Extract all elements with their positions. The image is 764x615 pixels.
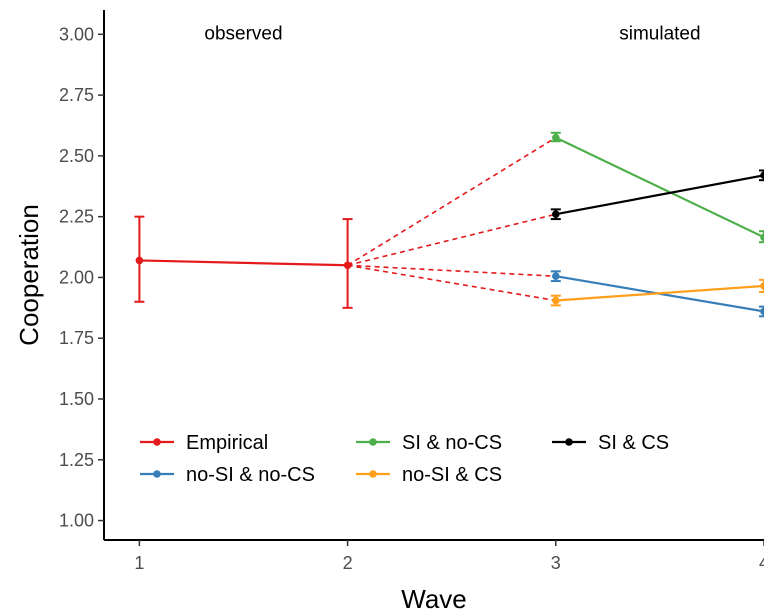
data-point xyxy=(551,272,560,281)
y-tick-label: 2.00 xyxy=(59,267,94,287)
x-tick-label: 3 xyxy=(551,553,561,573)
legend-label: SI & CS xyxy=(598,432,669,454)
y-tick-label: 2.25 xyxy=(59,207,94,227)
y-tick-label: 1.25 xyxy=(59,450,94,470)
data-point xyxy=(760,307,764,316)
axes: 1.00 1.25 1.50 1.75 2.00 2.25 2.50 2.75 3.00 1 2 3… xyxy=(59,10,764,573)
legend-key-point xyxy=(369,438,377,446)
dashed-connector xyxy=(347,264,556,302)
x-tick-label: 2 xyxy=(343,553,353,573)
x-tick-label: 1 xyxy=(134,553,144,573)
y-tick-label: 1.75 xyxy=(59,328,94,348)
dashed-connectors xyxy=(347,136,557,302)
legend-key-point xyxy=(565,438,573,446)
data-point xyxy=(760,171,764,180)
data-point xyxy=(551,133,560,142)
legend-item: SI & no-CS xyxy=(356,432,502,454)
legend-label: SI & no-CS xyxy=(402,432,502,454)
dashed-connector xyxy=(347,213,556,267)
legend-item: no-SI & no-CS xyxy=(140,464,315,486)
y-tick-label: 2.50 xyxy=(59,146,94,166)
y-ticks: 1.00 1.25 1.50 1.75 2.00 2.25 2.50 2.75 3.00 xyxy=(59,24,104,531)
series-line xyxy=(555,136,764,239)
legend-label: Empirical xyxy=(186,432,268,454)
series-group xyxy=(550,169,764,221)
data-point xyxy=(760,233,764,242)
series-group xyxy=(134,215,353,309)
series-line xyxy=(555,174,764,216)
y-tick-label: 3.00 xyxy=(59,24,94,44)
data-point xyxy=(551,296,560,305)
dashed-connector xyxy=(347,264,556,278)
series-group xyxy=(550,131,764,244)
y-tick-label: 2.75 xyxy=(59,85,94,105)
data-point xyxy=(760,282,764,290)
legend-key-point xyxy=(369,470,377,478)
legend: Empirical no-SI & no-CS SI & no-CS no-SI & … xyxy=(140,432,669,486)
y-axis-title: Cooperation xyxy=(14,204,44,346)
dashed-connector xyxy=(347,136,557,266)
legend-item: no-SI & CS xyxy=(356,464,502,486)
x-ticks: 1 2 3 4 xyxy=(134,540,764,573)
y-tick-label: 1.50 xyxy=(59,389,94,409)
x-axis-title: Wave xyxy=(401,584,467,614)
series-group xyxy=(550,278,764,307)
series-line xyxy=(555,284,764,302)
legend-key-point xyxy=(153,470,161,478)
series-line xyxy=(139,259,348,267)
annotations: observed simulated xyxy=(204,23,700,44)
data-point xyxy=(551,210,560,219)
x-tick-label: 4 xyxy=(759,553,764,573)
y-tick-label: 1.00 xyxy=(59,511,94,531)
annotation-label: simulated xyxy=(619,23,700,44)
legend-label: no-SI & CS xyxy=(402,464,502,486)
legend-key-point xyxy=(153,438,161,446)
legend-label: no-SI & no-CS xyxy=(186,464,315,486)
data-point xyxy=(135,256,144,265)
annotation-label: observed xyxy=(204,23,282,44)
data-point xyxy=(343,261,352,270)
series xyxy=(134,131,764,318)
legend-item: Empirical xyxy=(140,432,268,454)
legend-item: SI & CS xyxy=(552,432,669,454)
